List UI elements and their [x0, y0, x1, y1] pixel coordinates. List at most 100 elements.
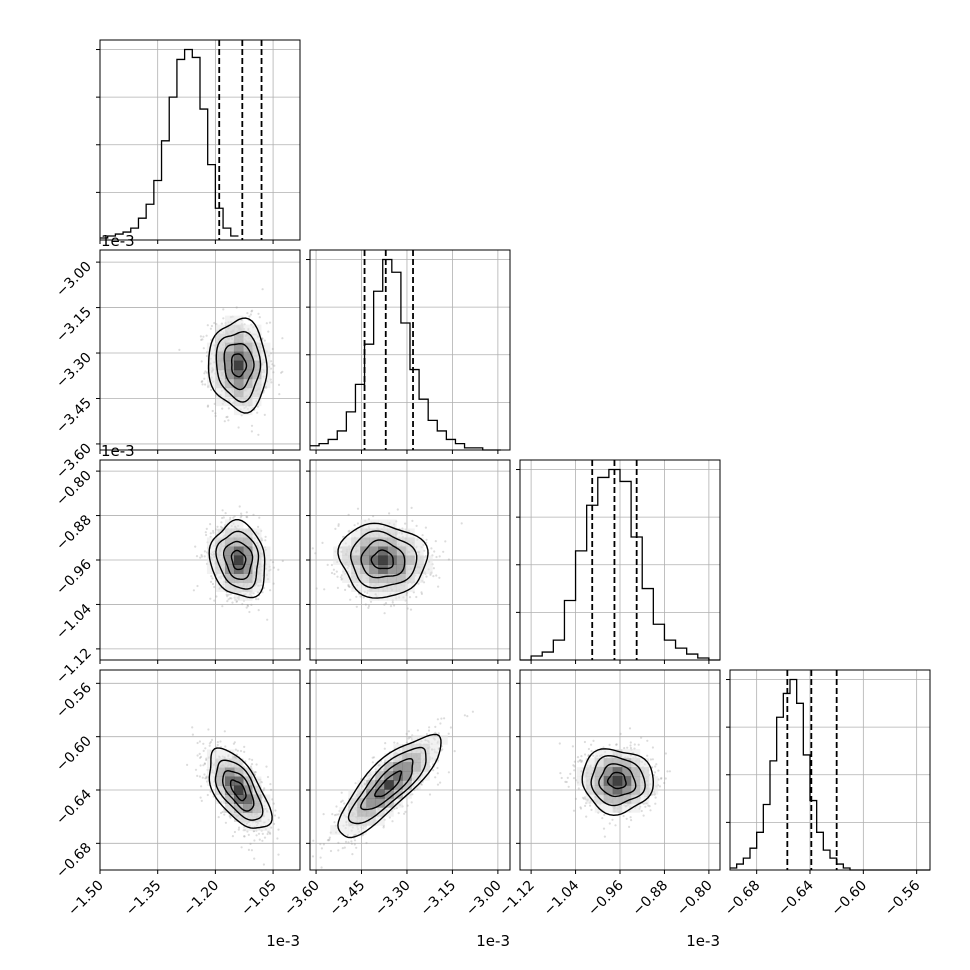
scatter-point [229, 816, 232, 819]
density-cell [206, 546, 217, 556]
scatter-point [206, 404, 210, 407]
scatter-point [215, 323, 218, 326]
scatter-point [397, 812, 400, 815]
scatter-point [250, 763, 254, 766]
scatter-point [199, 335, 202, 338]
contour-line [208, 519, 266, 599]
scatter-point [384, 602, 388, 605]
scatter-point [341, 847, 344, 850]
density-cell [206, 767, 217, 777]
density-cell [414, 564, 424, 574]
scatter-point [335, 805, 338, 808]
scatter-point [210, 738, 214, 742]
density-cell [351, 537, 361, 547]
density-cell [233, 528, 244, 538]
scatter-point [436, 718, 439, 721]
density-cell [224, 369, 235, 380]
scatter-point [393, 604, 396, 607]
scatter-point [321, 541, 324, 545]
scatter-point [333, 821, 336, 824]
scatter-point [281, 370, 284, 373]
scatter-point [344, 840, 348, 844]
scatter-point [372, 756, 376, 759]
scatter-point [257, 598, 260, 601]
scatter-point [428, 793, 432, 796]
density-cell [378, 537, 388, 547]
density-cell [387, 582, 397, 592]
scatter-point [320, 866, 323, 869]
scatter-point [335, 570, 338, 573]
scatter-point [263, 413, 266, 416]
scatter-point [202, 764, 205, 767]
density-cell [224, 396, 235, 407]
density-cell [242, 573, 253, 583]
density-cell [396, 528, 406, 538]
scatter-point [389, 605, 393, 608]
scatter-point [252, 592, 255, 595]
scatter-point [332, 568, 335, 571]
density-cell [360, 555, 370, 565]
scatter-point [425, 733, 428, 736]
scatter-point [201, 380, 204, 383]
scatter-point [216, 741, 219, 744]
scatter-point [344, 588, 347, 592]
scatter-point [396, 742, 399, 745]
scatter-point [246, 603, 249, 607]
density-cell [351, 528, 361, 538]
density-cell [333, 555, 343, 565]
scatter-point [208, 742, 211, 745]
scatter-point [255, 834, 258, 837]
contour-line [223, 540, 254, 580]
scatter-point [407, 730, 410, 733]
density-cell [369, 591, 379, 601]
scatter-point [203, 555, 206, 558]
scatter-point [278, 393, 281, 396]
density-cell [224, 324, 235, 335]
scatter-point [269, 589, 272, 592]
scatter-point [439, 722, 442, 725]
scatter-point [240, 846, 243, 849]
scatter-point [371, 761, 374, 764]
density-cell [224, 528, 235, 538]
density-cell [387, 537, 397, 547]
scatter-point [362, 596, 365, 599]
density-cell [378, 591, 388, 601]
scatter-point [314, 552, 317, 555]
scatter-point [250, 430, 253, 433]
scatter-point [337, 523, 340, 526]
scatter-point [204, 747, 207, 750]
scatter-point [425, 575, 428, 578]
scatter-point [222, 516, 225, 519]
scatter-point [417, 582, 420, 585]
scatter-point [261, 591, 264, 594]
scatter-point [267, 330, 270, 333]
density-cell [260, 369, 271, 380]
density-cell [224, 342, 235, 353]
scatter-point [224, 821, 227, 824]
scatter-panel-0-1 [99, 249, 301, 451]
scatter-point [250, 603, 253, 607]
scatter-point [205, 533, 208, 537]
density-cell [242, 369, 253, 380]
scatter-point [199, 764, 202, 767]
scatter-point [233, 741, 236, 744]
scatter-point [355, 595, 358, 598]
density-cell [251, 555, 262, 565]
scatter-point [330, 563, 333, 567]
scatter-point [205, 777, 208, 780]
scatter-point [249, 313, 252, 316]
scatter-point [204, 531, 207, 534]
scatter-point [427, 729, 431, 732]
scatter-point [405, 741, 408, 744]
density-cell [369, 555, 379, 565]
scatter-point [353, 839, 357, 842]
panel-frame [99, 669, 301, 871]
density-cell [342, 555, 352, 565]
scatter-point [200, 555, 204, 558]
scatter-point [199, 756, 202, 760]
scatter-point [178, 348, 181, 351]
scatter-point [409, 608, 413, 611]
scatter-point [199, 796, 202, 799]
scatter-point [223, 813, 226, 816]
scatter-point [382, 826, 385, 829]
